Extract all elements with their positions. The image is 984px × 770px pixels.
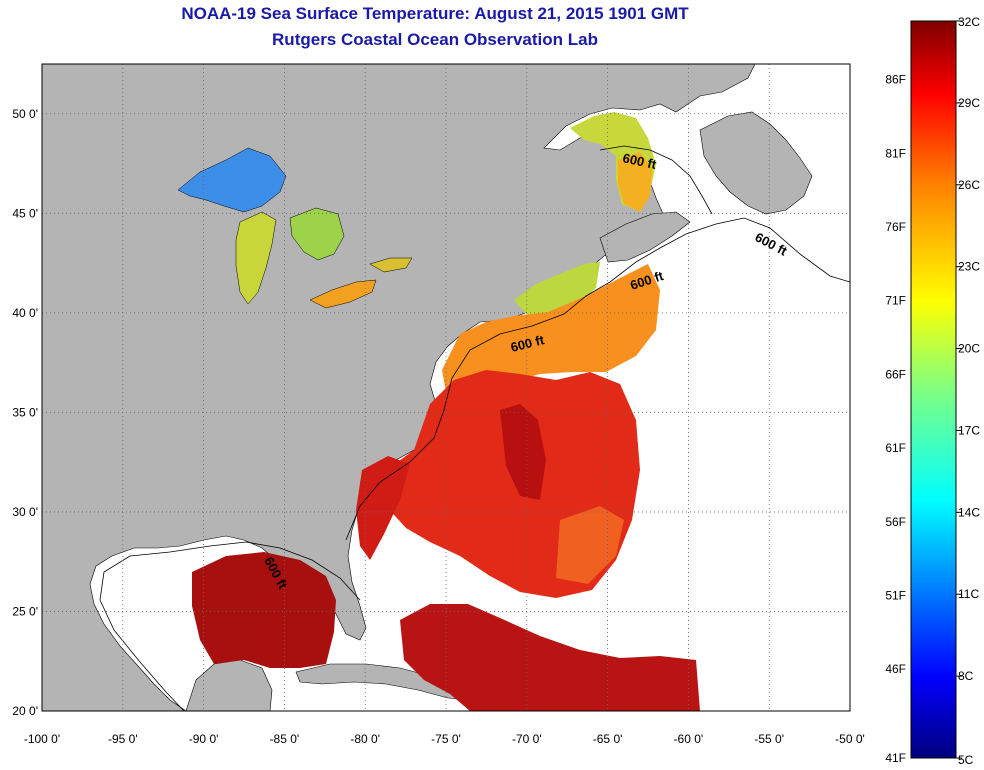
- latitude-tick-labels: 20 0' 25 0' 30 0' 35 0' 40 0' 45 0' 50 0': [12, 107, 38, 718]
- land-newfoundland: [699, 111, 813, 215]
- longitude-tick-labels: -100 0' -95 0' -90 0' -85 0' -80 0' -75 0' -70…: [24, 732, 865, 746]
- colorbar-fahrenheit-label: 76F: [885, 220, 906, 234]
- lon-tick-label: -50 0': [835, 732, 865, 746]
- colorbar-celsius-label: 17C: [958, 423, 980, 437]
- lake-erie: [309, 279, 377, 309]
- colorbar-fahrenheit-label: 41F: [885, 751, 906, 765]
- lat-tick-label: 25 0': [12, 604, 38, 618]
- lon-tick-label: -100 0': [24, 732, 60, 746]
- lat-tick-label: 30 0': [12, 505, 38, 519]
- colorbar-fahrenheit-label: 71F: [885, 294, 906, 308]
- lake-ontario: [369, 257, 413, 273]
- colorbar-celsius-label: 11C: [958, 587, 979, 601]
- map-title: NOAA-19 Sea Surface Temperature: August …: [181, 4, 689, 23]
- colorbar-celsius-label: 20C: [958, 342, 980, 356]
- sst-gulf-st-lawrence-warm: [618, 152, 652, 212]
- colorbar-fahrenheit-label: 46F: [885, 662, 906, 676]
- colorbar-fahrenheit-label: 56F: [885, 515, 906, 529]
- colorbar-celsius-labels: 32C 29C 26C 23C 20C 17C 14C 11C 8C 5C: [956, 15, 980, 767]
- lon-tick-label: -75 0': [431, 732, 461, 746]
- colorbar-celsius-label: 29C: [958, 96, 980, 110]
- contour-600ft-shelf: [345, 217, 850, 541]
- contour-600ft-st-lawrence: [599, 145, 713, 215]
- lat-tick-label: 50 0': [12, 107, 38, 121]
- sst-caribbean: [400, 604, 700, 711]
- colorbar-fahrenheit-label: 81F: [885, 146, 906, 160]
- sst-ne-shelf: [442, 264, 660, 396]
- land-yucatan: [185, 659, 273, 711]
- colorbar: [910, 20, 957, 759]
- lake-superior: [177, 147, 287, 213]
- sst-gulf-of-maine: [514, 262, 600, 318]
- lat-tick-label: 40 0': [12, 306, 38, 320]
- colorbar-celsius-label: 5C: [958, 753, 974, 767]
- lat-tick-label: 45 0': [12, 206, 38, 220]
- lon-tick-label: -70 0': [512, 732, 542, 746]
- sst-gulf-of-mexico: [192, 552, 336, 668]
- sst-atlantic-orange: [556, 506, 624, 584]
- colorbar-celsius-label: 32C: [958, 15, 980, 29]
- lon-tick-label: -80 0': [350, 732, 380, 746]
- lat-tick-label: 35 0': [12, 405, 38, 419]
- colorbar-celsius-label: 26C: [958, 178, 980, 192]
- map-subtitle: Rutgers Coastal Ocean Observation Lab: [272, 30, 598, 49]
- colorbar-fahrenheit-label: 51F: [885, 589, 906, 603]
- lon-tick-label: -85 0': [270, 732, 300, 746]
- colorbar-fahrenheit-label: 61F: [885, 441, 906, 455]
- contour-label: 600 ft: [621, 150, 658, 172]
- lake-huron: [289, 207, 345, 261]
- colorbar-fahrenheit-labels: 86F 81F 76F 71F 66F 61F 56F 51F 46F 41F: [885, 73, 906, 765]
- colorbar-celsius-label: 8C: [958, 669, 974, 683]
- map-frame: [41, 63, 851, 712]
- lake-michigan: [235, 211, 277, 305]
- colorbar-celsius-label: 23C: [958, 260, 980, 274]
- sst-atlantic-hot: [500, 404, 546, 500]
- contour-600ft-gulf: [99, 541, 361, 711]
- colorbar-celsius-label: 14C: [958, 505, 980, 519]
- sst-florida-coast: [356, 456, 410, 560]
- lon-tick-label: -90 0': [189, 732, 219, 746]
- colorbar-fahrenheit-label: 66F: [885, 367, 906, 381]
- lon-tick-label: -65 0': [593, 732, 623, 746]
- lat-tick-label: 20 0': [12, 704, 38, 718]
- lon-tick-label: -60 0': [674, 732, 704, 746]
- colorbar-fahrenheit-label: 86F: [885, 73, 906, 87]
- lon-tick-label: -55 0': [754, 732, 784, 746]
- lon-tick-label: -95 0': [108, 732, 138, 746]
- land-nova-scotia: [599, 211, 691, 263]
